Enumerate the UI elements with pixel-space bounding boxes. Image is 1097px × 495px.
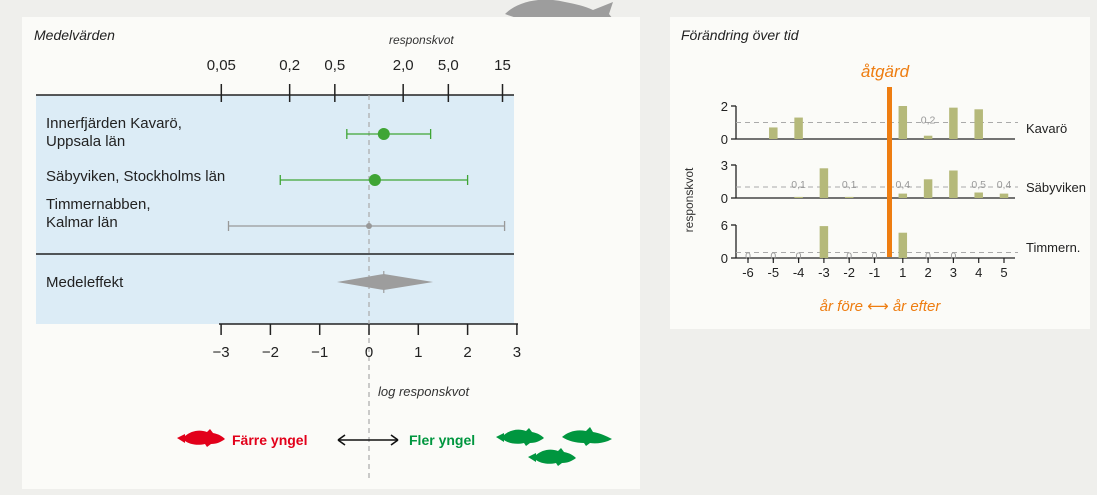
time-chart-panel: Förändring över tid åtgärd responskvot 2… — [670, 17, 1090, 329]
forest-plot-panel: Medelvärden responskvot 0,05 0,2 0,5 2,0 5,0… — [22, 17, 640, 489]
top-tick-label: 0,05 — [207, 57, 236, 74]
bottom-tick-label: 2 — [463, 344, 471, 361]
x-axis-title: år före ⟷ år efter — [820, 298, 942, 315]
panel-Kavarö: 2 0 0,2 Kavarö — [721, 99, 1067, 147]
panel-Timmern.: 6 0 0 0 0 0 0 0 0 Timmern. — [721, 218, 1081, 266]
y-axis-title: responskvot — [682, 167, 696, 232]
series-name-label: Timmern. — [1026, 240, 1080, 255]
bar-value-label: 0 — [745, 251, 751, 263]
bar — [949, 107, 958, 139]
bar-value-label: 0 — [846, 251, 852, 263]
x-tick-label: -3 — [818, 265, 830, 280]
bar-value-label: 0,4 — [895, 179, 910, 191]
panel-Säbyviken: 3 0 0,1 0,1 0,4 0,5 0,4 Säbyviken — [721, 158, 1086, 206]
bar — [974, 192, 983, 198]
bottom-tick-label: −2 — [262, 344, 279, 361]
row-label-kavaro-1: Innerfjärden Kavarö, — [46, 115, 182, 132]
double-arrow-icon — [337, 434, 399, 446]
more-fry-label: Fler yngel — [409, 432, 475, 448]
x-tick-label: -1 — [869, 265, 881, 280]
y-tick-label: 0 — [721, 132, 728, 147]
forest-title: Medelvärden — [34, 27, 115, 43]
x-tick-label: -6 — [742, 265, 754, 280]
x-tick-label: 3 — [950, 265, 957, 280]
intervention-line — [887, 87, 892, 257]
x-tick-label: 4 — [975, 265, 982, 280]
bar — [898, 193, 908, 198]
fewer-fry-label: Färre yngel — [232, 432, 307, 448]
bar — [769, 127, 778, 139]
bar-value-label: 0 — [872, 251, 878, 263]
y-tick-label: 2 — [721, 99, 728, 114]
bar-value-label: 0,5 — [971, 179, 986, 191]
row-label-sabyviken: Säbyviken, Stockholms län — [46, 168, 225, 185]
top-tick-label: 5,0 — [438, 57, 459, 74]
bar — [844, 196, 854, 198]
bar-value-label: 0,2 — [921, 115, 936, 127]
green-fish-icon — [528, 448, 576, 466]
bar-value-label: 0,4 — [997, 179, 1012, 191]
bar — [898, 106, 908, 139]
top-tick-label: 2,0 — [393, 57, 414, 74]
green-fish-icon — [562, 427, 612, 446]
bar — [923, 135, 933, 139]
bottom-tick-label: −3 — [213, 344, 230, 361]
green-fish-icon — [496, 428, 544, 446]
x-tick-label: -4 — [793, 265, 805, 280]
top-tick-label: 15 — [494, 57, 511, 74]
y-tick-label: 3 — [721, 158, 728, 173]
row-label-timmernabben-2: Kalmar län — [46, 214, 118, 231]
series-name-label: Kavarö — [1026, 121, 1067, 136]
point-estimate — [377, 128, 390, 140]
x-tick-label: 2 — [924, 265, 931, 280]
bottom-axis-title: log responskvot — [378, 384, 470, 399]
mean-effect-diamond — [336, 274, 434, 290]
bar — [974, 109, 983, 139]
bar-value-label: 0,1 — [842, 179, 857, 191]
row-label-kavaro-2: Uppsala län — [46, 133, 125, 150]
red-fish-icon — [177, 429, 225, 447]
bottom-tick-label: 3 — [513, 344, 521, 361]
forest-plot: Medelvärden responskvot 0,05 0,2 0,5 2,0 5,0… — [34, 27, 612, 482]
time-chart-title: Förändring över tid — [681, 27, 800, 43]
bar-value-label: 0 — [796, 251, 802, 263]
bar — [949, 170, 958, 198]
mean-effect-label: Medeleffekt — [46, 274, 124, 291]
bar — [923, 179, 933, 198]
top-tick-label: 0,2 — [279, 57, 300, 74]
bar-value-label: 0 — [925, 251, 931, 263]
x-tick-label: -2 — [843, 265, 855, 280]
plot-background — [36, 95, 514, 324]
x-tick-label: 5 — [1000, 265, 1007, 280]
intervention-label: åtgärd — [861, 62, 910, 81]
bar — [819, 226, 829, 258]
bar — [999, 193, 1009, 198]
bottom-tick-label: −1 — [311, 344, 328, 361]
bar — [794, 196, 803, 198]
time-bar-chart: Förändring över tid åtgärd responskvot 2… — [681, 27, 1086, 315]
x-tick-label: 1 — [899, 265, 906, 280]
bottom-tick-label: 0 — [365, 344, 373, 361]
y-tick-label: 0 — [721, 251, 728, 266]
point-estimate — [368, 174, 381, 186]
bar-value-label: 0,1 — [791, 179, 806, 191]
bar — [819, 168, 829, 198]
point-estimate — [366, 223, 372, 229]
row-label-timmernabben-1: Timmernabben, — [46, 196, 151, 213]
bar — [794, 117, 803, 139]
top-tick-label: 0,5 — [324, 57, 345, 74]
bar-value-label: 0 — [950, 251, 956, 263]
bar-value-label: 0 — [770, 251, 776, 263]
bottom-tick-label: 1 — [414, 344, 422, 361]
y-tick-label: 0 — [721, 191, 728, 206]
series-name-label: Säbyviken — [1026, 180, 1086, 195]
top-axis-title: responskvot — [389, 33, 454, 47]
bar — [898, 232, 908, 258]
x-tick-label: -5 — [768, 265, 780, 280]
y-tick-label: 6 — [721, 218, 728, 233]
